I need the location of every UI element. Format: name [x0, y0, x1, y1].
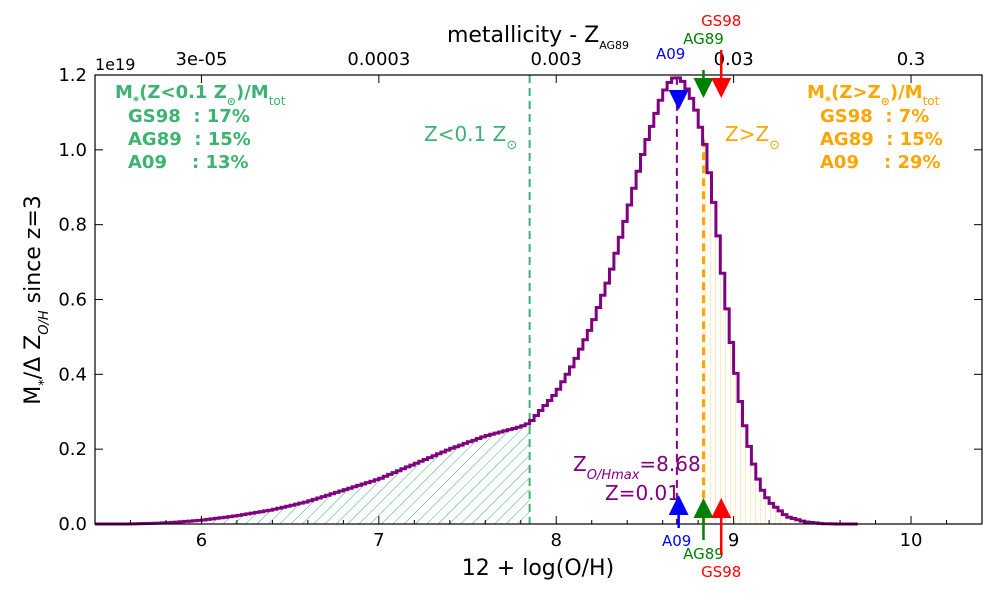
low-box-title-star: * [133, 94, 140, 108]
arrow-top-label-a09: A09 [656, 45, 685, 63]
arrow-bottom-label-ag89: AG89 [683, 545, 724, 563]
peak-z-annotation: Z=0.01 [605, 481, 680, 505]
label-z-solar-sub: ⊙ [769, 138, 780, 153]
low-box-line-gs98: GS98 : 17% [128, 106, 250, 127]
peak-value: =8.68 [639, 452, 700, 476]
top-axis-ticks: 3e-05 0.0003 0.003 0.03 0.3 [175, 49, 925, 70]
y-tick-label: 0.4 [58, 364, 87, 385]
label-z-solar-text: Z>Z [725, 122, 769, 146]
x-axis-label: 12 + log(O/H) [462, 556, 614, 581]
x-axis-ticks: 6 7 8 9 10 [129, 75, 983, 551]
peak-label-sub: O/Hmax [587, 468, 640, 483]
top-axis-label-sub: AG89 [599, 39, 629, 52]
label-z-low-text: Z<0.1 Z [424, 122, 506, 146]
y-axis-ticks: 0.0 0.2 0.4 0.6 0.8 1.0 1.2 [58, 65, 982, 535]
y-axis-label-oh: O/H [37, 310, 52, 335]
y-axis-label-m: M [21, 386, 46, 405]
high-metallicity-box: M*(Z>Z⊙)/Mtot GS98 : 7% AG89 : 15% A09 :… [807, 82, 943, 173]
high-box-title-sun: ⊙ [881, 95, 890, 108]
arrow-top-label-ag89: AG89 [683, 30, 724, 48]
arrow-bottom-label-a09: A09 [662, 532, 691, 550]
series-histogram-line [95, 76, 858, 526]
high-box-title-m: M [807, 82, 825, 103]
high-box-title-star: * [825, 94, 832, 108]
top-tick-label: 3e-05 [175, 49, 227, 70]
high-box-line-gs98: GS98 : 7% [820, 106, 929, 127]
label-z-low-sub: ⊙ [506, 138, 517, 153]
top-tick-label: 0.0003 [347, 49, 410, 70]
low-box-title-m: M [115, 82, 133, 103]
low-metallicity-shaded-area [95, 423, 530, 524]
high-box-line-a09: A09 : 29% [820, 152, 941, 173]
low-metallicity-box: M*(Z<0.1 Z⊙)/Mtot GS98 : 17% AG89 : 15% … [115, 82, 286, 173]
arrow-top-label-gs98: GS98 [701, 12, 741, 30]
high-metallicity-shaded-area [703, 144, 858, 524]
y-tick-label: 0.8 [58, 215, 87, 236]
x-tick-label: 9 [728, 530, 739, 551]
low-box-title-div: )/M [236, 82, 269, 103]
y-tick-label: 0.6 [58, 290, 87, 311]
top-tick-label: 0.03 [714, 49, 754, 70]
y-multiplier: 1e19 [95, 55, 135, 74]
y-axis-label-delta: /Δ Z [21, 335, 46, 380]
low-box-line-ag89: AG89 : 15% [128, 129, 251, 150]
y-axis-label-since: since z=3 [21, 195, 46, 310]
label-z-low: Z<0.1 Z⊙ [424, 122, 517, 153]
y-tick-label: 0.2 [58, 439, 87, 460]
high-box-line-ag89: AG89 : 15% [820, 129, 943, 150]
y-tick-label: 1.0 [58, 140, 87, 161]
top-tick-label: 0.3 [897, 49, 926, 70]
low-box-title-cond: (Z<0.1 Z [139, 82, 227, 103]
x-tick-label: 10 [900, 530, 923, 551]
x-tick-label: 7 [373, 530, 384, 551]
x-tick-label: 6 [196, 530, 207, 551]
high-box-title-div: )/M [890, 82, 923, 103]
low-box-title-tot: tot [269, 94, 286, 108]
y-axis-label: M*/Δ ZO/H since z=3 [21, 195, 52, 405]
y-axis-label-star: * [37, 379, 52, 386]
arrow-bottom-label-gs98: GS98 [701, 563, 741, 581]
y-tick-label: 0.0 [58, 514, 87, 535]
low-box-title-sun: ⊙ [227, 95, 236, 108]
high-box-title-cond: (Z>Z [831, 82, 880, 103]
x-tick-label: 8 [551, 530, 562, 551]
low-box-line-a09: A09 : 13% [128, 152, 249, 173]
label-z-solar: Z>Z⊙ [725, 122, 780, 153]
low-box-title: M*(Z<0.1 Z⊙)/Mtot [115, 82, 286, 108]
top-axis-label: metallicity - ZAG89 [447, 23, 629, 52]
y-tick-label: 1.2 [58, 65, 87, 86]
top-tick-label: 0.003 [530, 49, 582, 70]
high-box-title: M*(Z>Z⊙)/Mtot [807, 82, 940, 108]
top-axis-label-main: metallicity - Z [447, 23, 599, 48]
high-box-title-tot: tot [923, 94, 940, 108]
peak-label: Z [573, 452, 587, 476]
peak-annotation: ZO/Hmax=8.68 [573, 452, 701, 483]
